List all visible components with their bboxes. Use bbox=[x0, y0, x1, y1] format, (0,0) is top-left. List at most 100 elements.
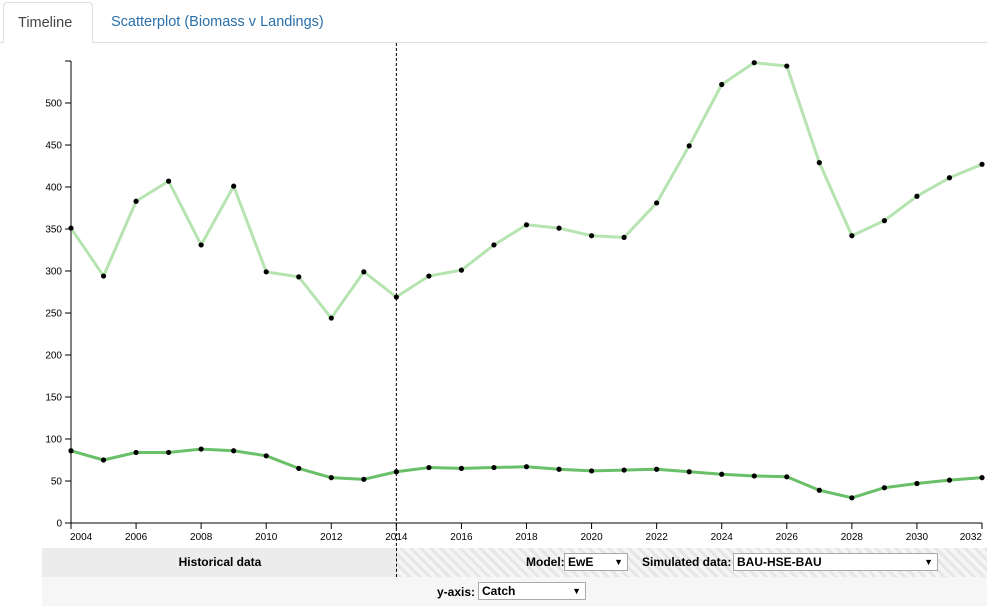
data-point-series-2 bbox=[621, 467, 627, 473]
simulated-data-select-value: BAU-HSE-BAU bbox=[737, 555, 822, 569]
y-tick-label: 50 bbox=[51, 477, 63, 488]
data-point-series-1 bbox=[393, 294, 399, 300]
y-axis-select[interactable]: Catch ▼ bbox=[478, 582, 586, 600]
data-point-series-1 bbox=[100, 273, 107, 279]
data-point-series-1 bbox=[588, 233, 595, 239]
data-point-series-2 bbox=[393, 469, 399, 475]
x-tick-label: 2020 bbox=[580, 532, 603, 543]
data-point-series-1 bbox=[849, 233, 855, 239]
y-axis-label: y-axis: bbox=[437, 585, 476, 599]
data-point-series-1 bbox=[133, 198, 139, 204]
chart-series bbox=[68, 60, 985, 501]
data-point-series-1 bbox=[328, 315, 334, 321]
data-point-series-1 bbox=[654, 200, 660, 206]
data-point-series-2 bbox=[263, 453, 269, 459]
data-point-series-1 bbox=[361, 269, 367, 275]
controls-panel: Historical data Model: EwE ▼ Simulated d… bbox=[42, 548, 987, 606]
data-point-series-2 bbox=[914, 480, 920, 487]
y-axis-select-value: Catch bbox=[482, 584, 516, 598]
data-point-series-2 bbox=[588, 468, 595, 474]
tab-scatterplot[interactable]: Scatterplot (Biomass v Landings) bbox=[111, 14, 324, 30]
data-point-series-2 bbox=[133, 449, 139, 456]
x-tick-label: 2030 bbox=[906, 532, 929, 543]
model-select-value: EwE bbox=[568, 555, 594, 569]
data-point-series-2 bbox=[654, 466, 660, 472]
historical-data-label: Historical data bbox=[42, 548, 398, 577]
y-tick-label: 200 bbox=[45, 351, 62, 362]
data-point-series-2 bbox=[816, 487, 822, 493]
data-point-series-2 bbox=[979, 475, 985, 481]
data-point-series-2 bbox=[458, 465, 465, 471]
data-point-series-1 bbox=[784, 63, 790, 69]
y-tick-label: 450 bbox=[45, 141, 62, 152]
data-point-series-1 bbox=[296, 274, 302, 280]
data-point-series-2 bbox=[946, 477, 953, 483]
data-point-series-1 bbox=[166, 178, 172, 184]
y-tick-label: 500 bbox=[45, 99, 62, 110]
x-tick-label: 2004 bbox=[70, 532, 93, 543]
x-tick-label: 2026 bbox=[776, 532, 799, 543]
data-point-series-2 bbox=[361, 476, 367, 482]
data-point-series-2 bbox=[523, 464, 530, 470]
data-point-series-1 bbox=[523, 222, 530, 228]
y-tick-label: 300 bbox=[45, 267, 62, 278]
data-point-series-1 bbox=[719, 81, 725, 88]
series-line-1 bbox=[69, 61, 983, 320]
series-line-2 bbox=[70, 447, 983, 500]
y-tick-label: 250 bbox=[45, 309, 62, 320]
y-tick-label: 0 bbox=[56, 519, 62, 530]
data-point-series-2 bbox=[719, 471, 725, 477]
data-point-series-2 bbox=[686, 469, 692, 475]
x-tick-label: 2028 bbox=[841, 532, 864, 543]
simulated-data-label: Simulated data: bbox=[642, 555, 732, 569]
x-tick-label: 2024 bbox=[711, 532, 734, 543]
tab-timeline[interactable]: Timeline bbox=[3, 2, 93, 43]
data-point-series-2 bbox=[296, 465, 302, 471]
chevron-down-icon: ▼ bbox=[614, 557, 623, 567]
x-tick-label: 2010 bbox=[255, 532, 278, 543]
model-label: Model: bbox=[526, 555, 565, 569]
timeline-chart: 0 50 100 150 200 250 300 350 400 450 500 2004 2006 20… bbox=[45, 43, 985, 548]
x-tick-label: 2022 bbox=[646, 532, 669, 543]
data-point-series-1 bbox=[491, 242, 497, 248]
tab-bar: Timeline Scatterplot (Biomass v Landings… bbox=[0, 0, 987, 43]
x-tick-label: 2006 bbox=[125, 532, 148, 543]
data-point-series-2 bbox=[784, 474, 790, 480]
x-tick-label: 2032 bbox=[960, 532, 983, 543]
chevron-down-icon: ▼ bbox=[924, 557, 933, 567]
model-select[interactable]: EwE ▼ bbox=[564, 553, 628, 571]
data-point-series-1 bbox=[979, 161, 985, 167]
chart-axes: 0 50 100 150 200 250 300 350 400 450 500 2004 2006 20… bbox=[45, 43, 983, 548]
simulated-data-section: Model: EwE ▼ Simulated data: BAU-HSE-BAU… bbox=[398, 548, 987, 577]
data-point-series-1 bbox=[816, 160, 822, 166]
data-point-series-2 bbox=[849, 495, 855, 501]
data-point-series-2 bbox=[328, 475, 334, 481]
data-point-series-2 bbox=[68, 448, 74, 454]
data-point-series-2 bbox=[751, 473, 757, 479]
data-point-series-1 bbox=[621, 234, 627, 240]
data-point-series-2 bbox=[166, 449, 172, 456]
data-point-series-2 bbox=[556, 466, 562, 472]
data-point-series-2 bbox=[231, 448, 237, 454]
y-tick-label: 350 bbox=[45, 225, 62, 236]
divider-extension bbox=[395, 548, 397, 577]
data-point-series-1 bbox=[686, 143, 692, 149]
data-point-series-1 bbox=[946, 175, 953, 181]
data-point-series-2 bbox=[100, 457, 107, 463]
x-tick-label: 2012 bbox=[320, 532, 343, 543]
data-point-series-1 bbox=[426, 273, 432, 279]
data-point-series-1 bbox=[263, 269, 269, 275]
x-tick-label: 2016 bbox=[450, 532, 473, 543]
data-point-series-1 bbox=[231, 183, 237, 189]
data-point-series-2 bbox=[881, 485, 887, 491]
simulated-data-select[interactable]: BAU-HSE-BAU ▼ bbox=[733, 553, 938, 571]
data-point-series-1 bbox=[881, 218, 887, 224]
x-tick-label: 2008 bbox=[190, 532, 213, 543]
x-tick-label: 2018 bbox=[515, 532, 538, 543]
data-point-series-2 bbox=[198, 446, 204, 452]
y-tick-label: 100 bbox=[45, 435, 62, 446]
chevron-down-icon: ▼ bbox=[572, 586, 581, 596]
data-point-series-2 bbox=[491, 464, 497, 471]
data-point-series-1 bbox=[556, 225, 562, 231]
y-tick-label: 400 bbox=[45, 183, 62, 194]
